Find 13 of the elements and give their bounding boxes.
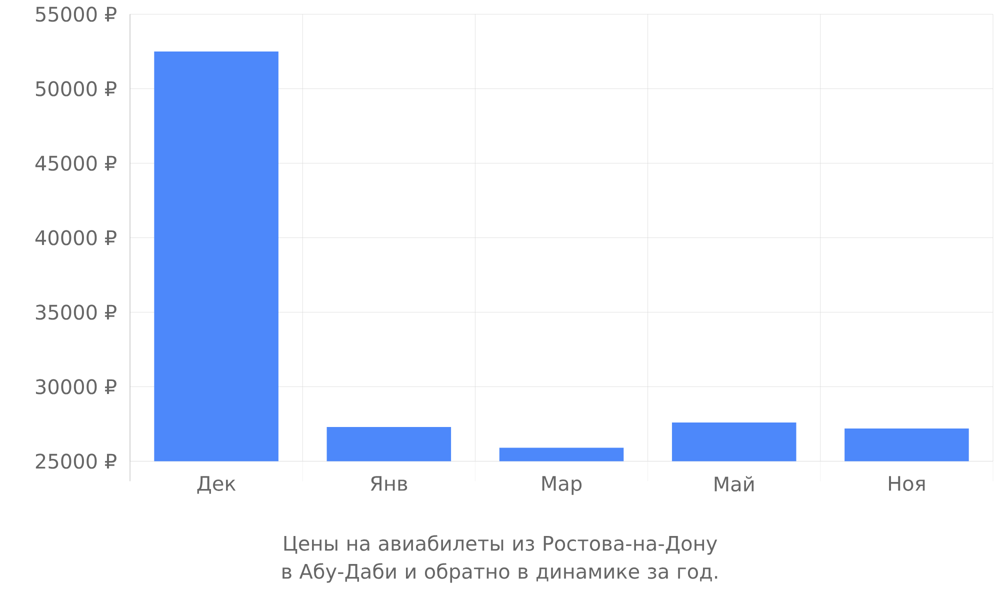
y-tick-label: 30000 ₽ bbox=[36, 379, 116, 394]
x-tick-label: Мар bbox=[542, 476, 582, 495]
y-tick-label: 25000 ₽ bbox=[36, 454, 116, 469]
y-tick-label: 40000 ₽ bbox=[35, 230, 116, 246]
y-tick-label: 55000 ₽ bbox=[36, 6, 116, 22]
x-tick-label: Янв bbox=[370, 476, 408, 491]
y-tick-label: 35000 ₽ bbox=[36, 304, 116, 320]
x-tick-label: Дек bbox=[197, 476, 236, 494]
x-tick-label: Май bbox=[714, 476, 754, 492]
text: Цены на авиабилеты из Ростова-на-Дону в Абу-Даби и обратно в динамике за год. bbox=[282, 534, 718, 583]
x-tick-label: Ноя bbox=[889, 476, 925, 491]
y-tick-label: 50000 ₽ bbox=[36, 81, 116, 96]
y-tick-label: 45000 ₽ bbox=[35, 156, 116, 171]
